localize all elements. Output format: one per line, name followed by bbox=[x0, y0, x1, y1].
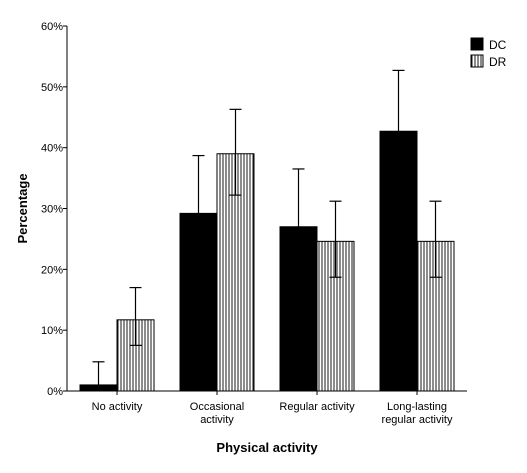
legend-label-dr: DR bbox=[489, 55, 507, 69]
bar-dc bbox=[279, 226, 318, 392]
x-tick-label: Long-lasting regular activity bbox=[382, 401, 453, 426]
legend-swatch-dc bbox=[470, 37, 484, 51]
y-tick-label: 0% bbox=[47, 386, 63, 398]
bar-dc bbox=[79, 384, 118, 392]
y-axis-title: Percentage bbox=[15, 173, 30, 243]
x-tick-label: Regular activity bbox=[279, 401, 355, 413]
x-tick-label: No activity bbox=[92, 401, 143, 413]
legend: DC DR bbox=[470, 37, 507, 69]
y-tick-label: 10% bbox=[41, 325, 63, 337]
y-tick-label: 40% bbox=[41, 143, 63, 155]
legend-swatch-dr bbox=[470, 54, 484, 68]
bars-layer bbox=[79, 69, 455, 392]
y-tick-label: 30% bbox=[41, 204, 63, 216]
y-tick-label: 20% bbox=[41, 264, 63, 276]
bar-dc bbox=[179, 212, 218, 392]
x-axis-title: Physical activity bbox=[216, 440, 318, 455]
y-tick-label: 50% bbox=[41, 82, 63, 94]
x-tick-label: Occasional activity bbox=[190, 401, 244, 426]
bar-dc bbox=[379, 130, 418, 392]
legend-label-dc: DC bbox=[489, 38, 507, 52]
labels-layer: 0% 10% 20% 30% 40% 50% 60% No activity Occasiona… bbox=[15, 21, 453, 455]
y-tick-label: 60% bbox=[41, 21, 63, 33]
